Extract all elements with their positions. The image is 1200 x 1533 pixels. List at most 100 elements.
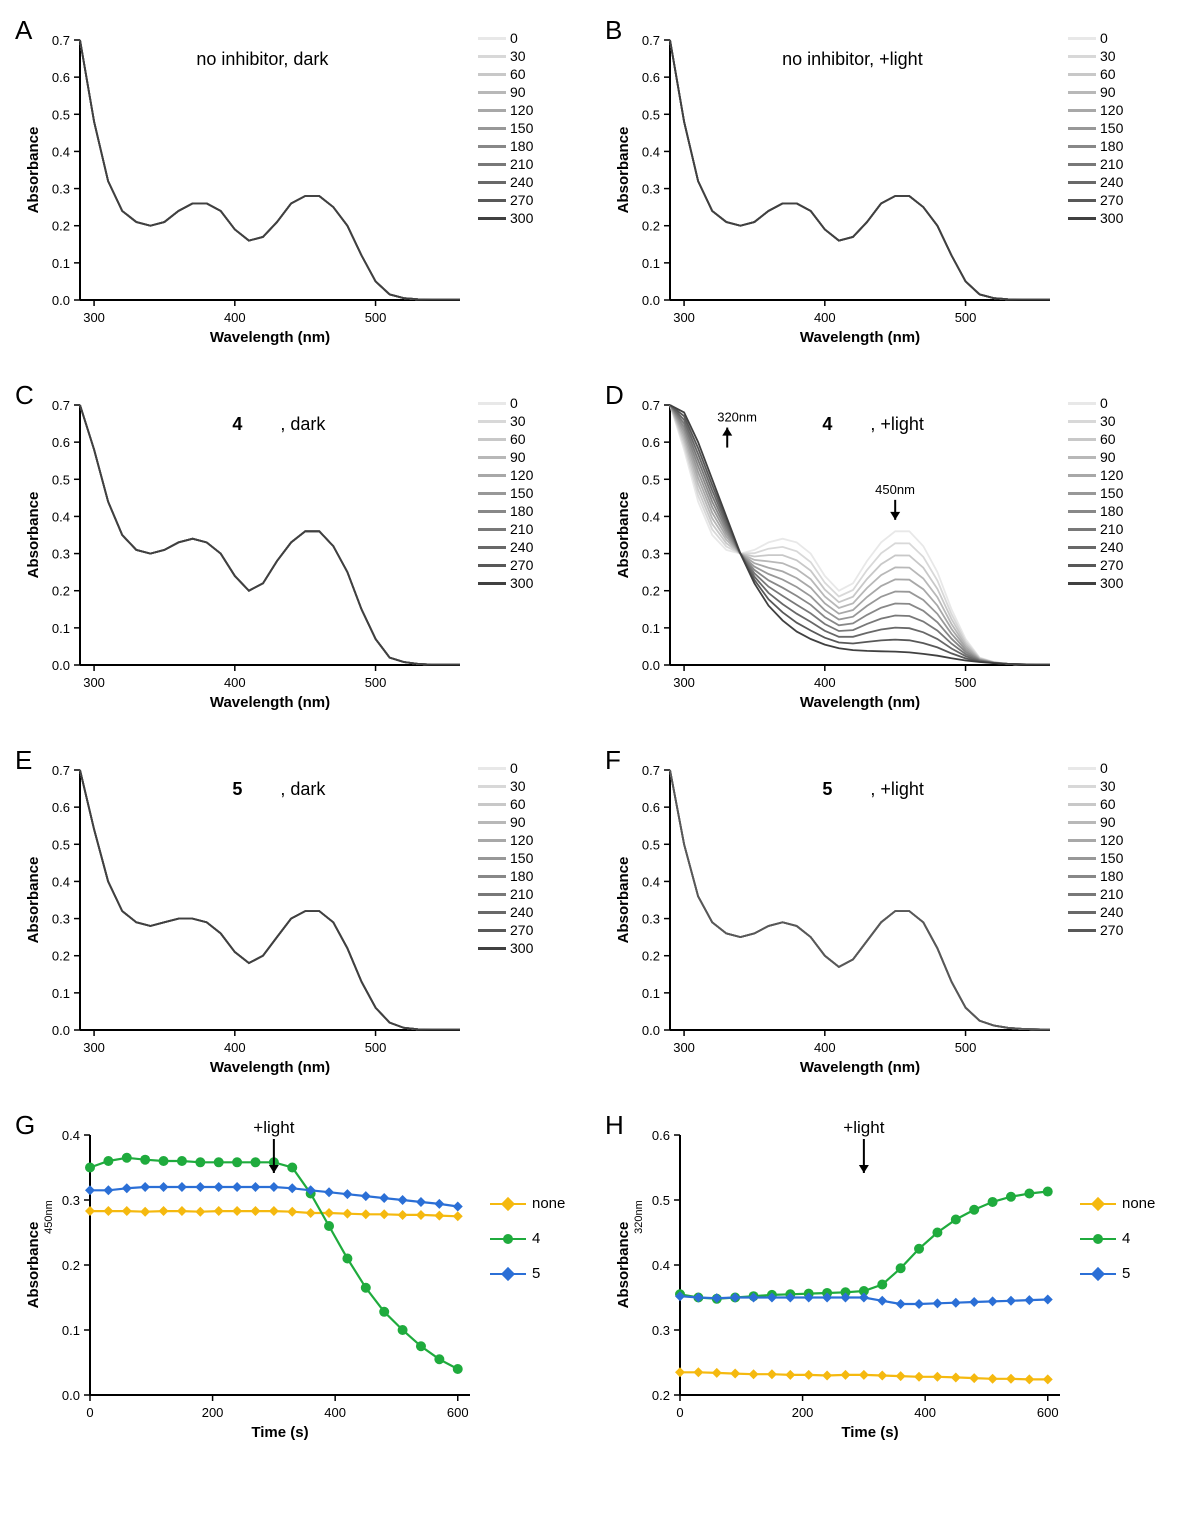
legend-label: 180 [510,868,533,884]
svg-text:400: 400 [914,1405,936,1420]
legend-label: 300 [1100,210,1123,226]
legend-label: 60 [1100,431,1116,447]
legend-swatch [1068,546,1096,549]
spectra-chart: 3004005000.00.10.20.30.40.50.60.7Wavelen… [20,20,470,350]
spectra-chart: 3004005000.00.10.20.30.40.50.60.7Wavelen… [20,385,470,715]
legend-item: 60 [1068,796,1123,812]
legend-item: 120 [478,102,533,118]
time-legend: 0306090120150180210240270300 [1068,30,1123,226]
legend-swatch [1068,839,1096,842]
svg-text:0.1: 0.1 [52,986,70,1001]
legend-swatch [1068,821,1096,824]
legend-label: 60 [510,796,526,812]
svg-text:300: 300 [83,1040,105,1055]
legend-label: 4 [1122,1230,1130,1247]
legend-item: 5 [490,1265,565,1282]
legend-swatch [1080,1267,1116,1281]
legend-swatch [1068,145,1096,148]
panel-B: B3004005000.00.10.20.30.40.50.60.7Wavele… [610,20,1180,355]
panel-D: D3004005000.00.10.20.30.40.50.60.7Wavele… [610,385,1180,720]
svg-text:400: 400 [324,1405,346,1420]
legend-label: 270 [1100,557,1123,573]
legend-label: 120 [1100,467,1123,483]
svg-text:500: 500 [955,675,977,690]
legend-swatch [478,911,506,914]
svg-text:0.7: 0.7 [642,398,660,413]
legend-item: 240 [1068,174,1123,190]
chart-container: 02004006000.20.30.40.50.6Time (s)Absorba… [610,1115,1070,1450]
x-axis-label: Wavelength (nm) [800,694,920,711]
legend-label: 210 [1100,886,1123,902]
panel-C: C3004005000.00.10.20.30.40.50.60.7Wavele… [20,385,590,720]
svg-text:0.6: 0.6 [52,800,70,815]
legend-label: 30 [1100,778,1116,794]
legend-item: 300 [1068,210,1123,226]
legend-item: 30 [478,778,533,794]
legend-item: 4 [1080,1230,1155,1247]
legend-item: 150 [1068,850,1123,866]
legend-swatch [490,1232,526,1246]
legend-label: 210 [1100,156,1123,172]
legend-swatch [478,947,506,950]
svg-text:0.2: 0.2 [52,219,70,234]
legend-label: 240 [1100,539,1123,555]
legend-label: 90 [1100,449,1116,465]
legend-label: 150 [510,120,533,136]
series-legend: none45 [490,1195,565,1300]
svg-text:0.3: 0.3 [642,547,660,562]
legend-swatch [1068,767,1096,770]
legend-swatch [490,1267,526,1281]
legend-swatch [478,55,506,58]
series-legend: none45 [1080,1195,1155,1300]
legend-swatch [1080,1197,1116,1211]
svg-text:0.2: 0.2 [642,219,660,234]
legend-item: 90 [1068,449,1123,465]
legend-swatch [478,546,506,549]
legend-label: 0 [510,760,518,776]
legend-swatch [1068,474,1096,477]
legend-label: 270 [1100,922,1123,938]
legend-item: 120 [1068,467,1123,483]
svg-text:0.1: 0.1 [642,621,660,636]
legend-swatch [478,73,506,76]
svg-text:0.3: 0.3 [652,1323,670,1338]
svg-text:0.3: 0.3 [52,912,70,927]
legend-label: 270 [510,192,533,208]
legend-swatch [478,37,506,40]
legend-swatch [1068,55,1096,58]
legend-swatch [478,929,506,932]
legend-swatch [478,785,506,788]
x-axis-label: Wavelength (nm) [210,694,330,711]
svg-text:0: 0 [86,1405,93,1420]
legend-item: 60 [478,66,533,82]
arrow-icon [722,428,732,448]
legend-swatch [478,582,506,585]
legend-swatch [1068,528,1096,531]
svg-text:Time (s): Time (s) [841,1424,898,1441]
svg-text:0.7: 0.7 [52,763,70,778]
svg-text:0.5: 0.5 [652,1193,670,1208]
svg-text:0.2: 0.2 [652,1388,670,1403]
legend-label: 30 [510,413,526,429]
svg-text:Absorbance: Absorbance [615,1222,632,1309]
svg-text:500: 500 [955,1040,977,1055]
legend-label: 60 [510,431,526,447]
legend-label: 150 [1100,120,1123,136]
time-legend: 0306090120150180210240270300 [478,30,533,226]
legend-item: none [490,1195,565,1212]
legend-swatch [1068,91,1096,94]
legend-swatch [478,456,506,459]
legend-label: 210 [510,886,533,902]
legend-label: 180 [510,138,533,154]
panel-label: G [15,1110,35,1141]
legend-item: 210 [1068,156,1123,172]
legend-swatch [1068,911,1096,914]
legend-swatch [478,893,506,896]
legend-label: 180 [510,503,533,519]
legend-label: 60 [510,66,526,82]
legend-swatch [490,1197,526,1211]
panel-title: no inhibitor, dark [196,49,329,69]
legend-label: 0 [510,30,518,46]
legend-item: 5 [1080,1265,1155,1282]
spectra-chart: 3004005000.00.10.20.30.40.50.60.7Wavelen… [610,20,1060,350]
